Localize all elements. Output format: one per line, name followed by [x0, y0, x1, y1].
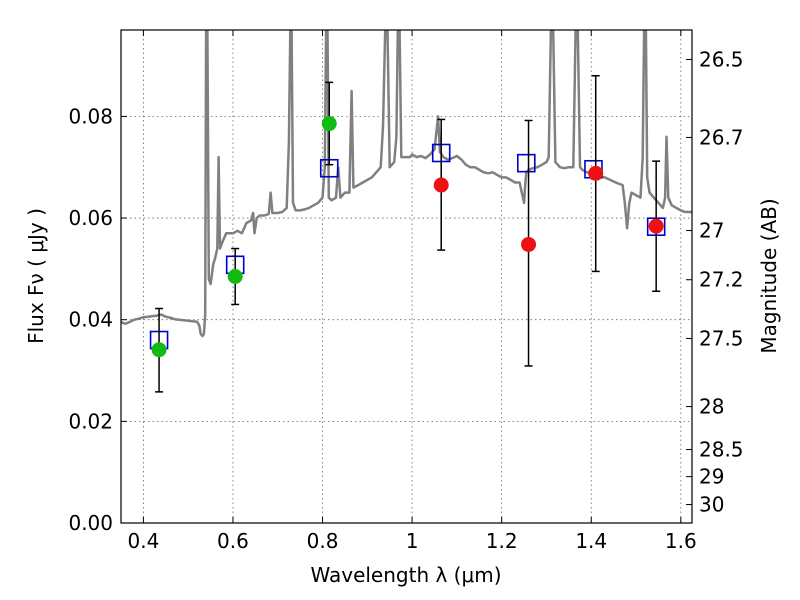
y-axis-ticks: 0.00 0.02 0.04 0.06 0.08 — [68, 104, 127, 535]
model-box-marker — [516, 153, 536, 173]
x-tick-label: 1.6 — [665, 529, 697, 553]
y-tick-label: 0.00 — [68, 511, 113, 535]
data-point-marker — [433, 177, 449, 193]
spectrum-line — [121, 30, 692, 338]
magnitude-tick-label: 26.5 — [699, 47, 744, 71]
y-tick-label: 0.06 — [68, 206, 113, 230]
magnitude-tick-label: 28 — [699, 395, 724, 419]
data-point-marker — [227, 269, 243, 284]
y-axis-label: Flux Fν ( μJy ) — [24, 208, 48, 344]
x-tick-label: 1.2 — [486, 529, 518, 553]
x-tick-label: 1.4 — [575, 529, 607, 553]
y-tick-label: 0.02 — [68, 409, 113, 433]
x-tick-label: 0.4 — [127, 529, 159, 553]
grid-lines — [121, 30, 692, 523]
magnitude-tick-label: 27.5 — [699, 326, 744, 350]
plot-frame — [120, 29, 693, 524]
magnitude-axis-label: Magnitude (AB) — [757, 198, 781, 353]
data-point-marker — [321, 116, 337, 132]
magnitude-axis-ticks: 26.5 26.7 27 27.2 27.5 28 28.5 29 30 — [686, 47, 744, 517]
x-tick-label: 1 — [406, 529, 419, 553]
x-tick-label: 0.8 — [307, 529, 339, 553]
markers-layer — [149, 74, 666, 393]
magnitude-tick-label: 30 — [699, 493, 724, 517]
data-point-marker — [588, 165, 604, 181]
magnitude-tick-label: 26.7 — [699, 125, 744, 149]
x-axis-ticks: 0.4 0.6 0.8 1 1.2 1.4 1.6 — [127, 30, 697, 553]
y-tick-label: 0.08 — [68, 104, 113, 128]
data-point-marker — [521, 236, 537, 252]
x-tick-label: 0.6 — [217, 529, 249, 553]
data-point-marker — [151, 342, 167, 358]
magnitude-tick-label: 27 — [699, 219, 724, 243]
data-point-marker — [648, 218, 664, 234]
magnitude-tick-label: 27.2 — [699, 268, 744, 292]
spectrum-layer — [121, 30, 692, 338]
y-tick-label: 0.04 — [68, 308, 113, 332]
magnitude-tick-label: 28.5 — [699, 438, 744, 462]
x-axis-label: Wavelength λ (μm) — [310, 563, 501, 587]
magnitude-tick-label: 29 — [699, 465, 724, 489]
